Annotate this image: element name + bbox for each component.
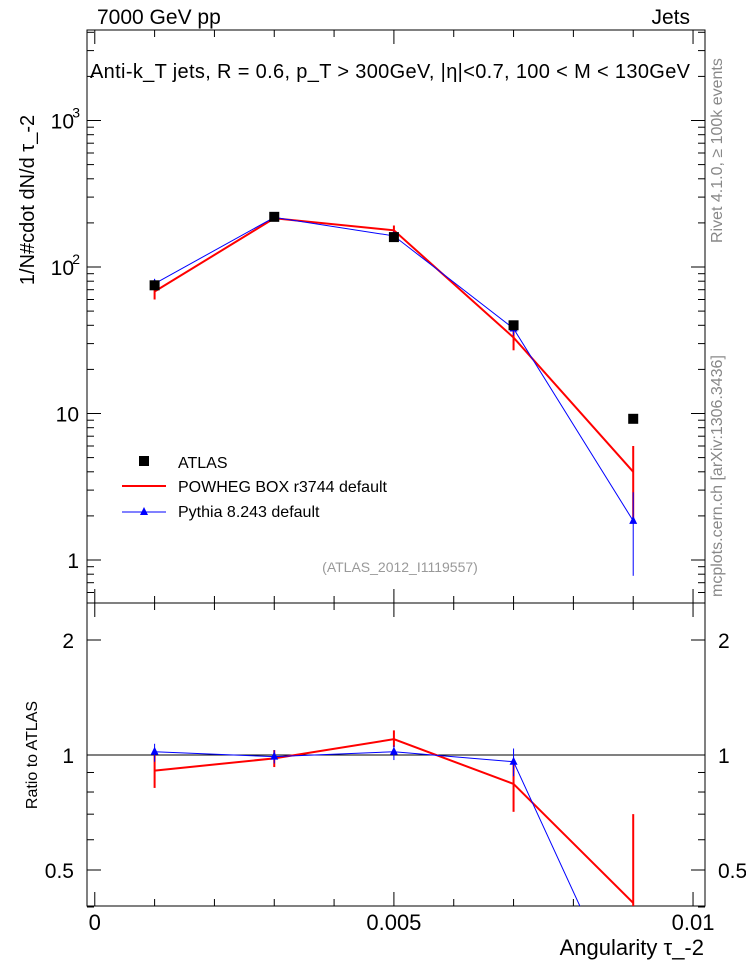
ratio-point-triangle	[270, 751, 279, 760]
y-tick-label: 10	[51, 111, 74, 134]
header-right: Jets	[651, 6, 690, 29]
y-tick-exponent: 3	[72, 105, 80, 121]
y-tick-label: 10	[51, 257, 74, 280]
atlas-data-point	[628, 413, 639, 424]
plot-title: Anti-k_T jets, R = 0.6, p_T > 300GeV, |η…	[90, 61, 691, 83]
legend-label-atlas: ATLAS	[178, 455, 228, 472]
x-axis-label: Angularity τ_-2	[560, 935, 704, 960]
x-tick-label: 0.01	[672, 910, 715, 935]
atlas-data-point	[269, 211, 280, 222]
ratio-line-0	[154, 738, 634, 904]
x-tick-label: 0.005	[366, 910, 421, 935]
atlas-data-point	[388, 232, 399, 243]
ratio-point-triangle	[150, 746, 159, 755]
ratio-tick-label-left: 1	[62, 745, 74, 768]
analysis-label: (ATLAS_2012_I1119557)	[322, 559, 478, 575]
ratio-point-triangle	[509, 756, 518, 765]
header-left: 7000 GeV pp	[97, 6, 221, 29]
y-tick-label: 1	[67, 550, 79, 573]
series-line-1	[154, 216, 634, 522]
series-line-0	[154, 217, 634, 473]
atlas-data-point	[508, 320, 519, 331]
y-tick-exponent: 2	[72, 251, 80, 267]
x-tick-label: 0	[89, 910, 101, 935]
data-point-triangle	[629, 515, 638, 524]
y-axis-label: 1/N#cdot dN/d τ_-2	[17, 115, 39, 285]
ratio-tick-label-left: 0.5	[45, 860, 74, 883]
atlas-data-point	[149, 280, 160, 291]
legend-pythia-marker	[140, 507, 148, 515]
ratio-point-triangle	[389, 746, 398, 755]
legend-atlas-marker	[139, 456, 149, 466]
ratio-tick-label-left: 2	[62, 630, 74, 653]
ratio-tick-label-right: 2	[718, 630, 730, 653]
ratio-tick-label-right: 1	[718, 745, 730, 768]
legend-label-pythia: Pythia 8.243 default	[178, 504, 320, 521]
ratio-tick-label-right: 0.5	[718, 860, 746, 883]
legend-label-powheg: POWHEG BOX r3744 default	[178, 479, 388, 496]
y-tick-label: 10	[56, 404, 79, 427]
side-label-bottom: mcplots.cern.ch [arXiv:1306.3436]	[709, 355, 726, 597]
side-label-top: Rivet 4.1.0, ≥ 100k events	[709, 58, 726, 243]
ratio-axis-label: Ratio to ATLAS	[24, 701, 41, 809]
